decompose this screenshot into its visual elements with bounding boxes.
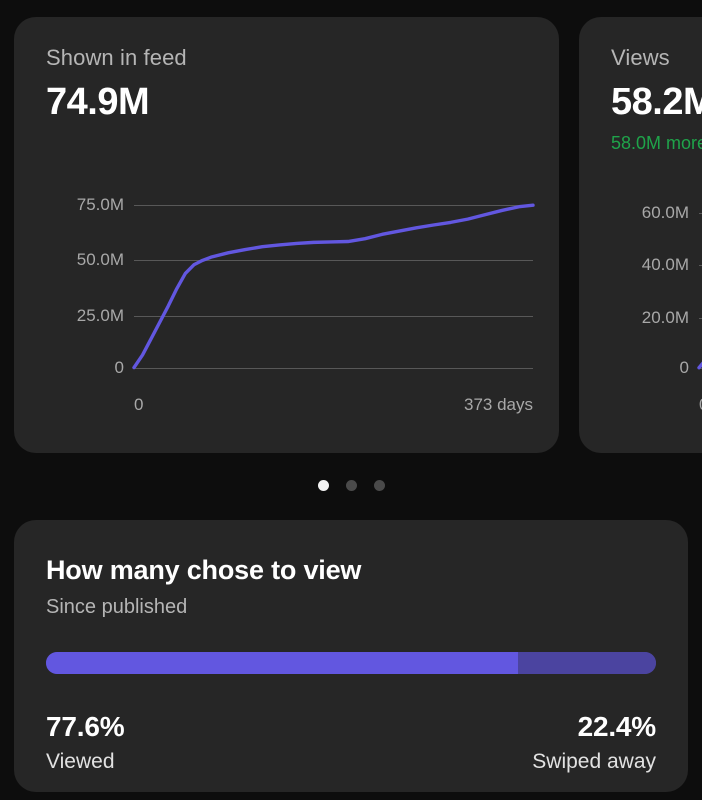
panel-subtitle: Since published — [46, 596, 188, 619]
card-value: 58.2M — [611, 81, 702, 124]
y-tick-label: 0 — [679, 358, 689, 377]
metrics-carousel[interactable]: Shown in feed 74.9M 75.0M 50.0M 25.0M 0 — [0, 17, 702, 453]
chart-line-path — [132, 203, 535, 370]
pager-dot-3[interactable] — [373, 480, 385, 491]
y-tick-label: 60.0M — [641, 203, 689, 222]
viewed-vs-swiped-bar — [46, 652, 656, 675]
x-tick-label-start: 0 — [134, 395, 144, 414]
chose-to-view-panel: How many chose to view Since published 7… — [14, 520, 688, 792]
chart-line-svg — [132, 203, 535, 370]
carousel-track[interactable]: Shown in feed 74.9M 75.0M 50.0M 25.0M 0 — [14, 17, 702, 453]
panel-title: How many chose to view — [46, 555, 362, 585]
chart-plot-area — [132, 203, 535, 385]
x-tick-label-start: 0 — [699, 395, 702, 415]
card-title: Views — [611, 45, 670, 70]
y-tick-label: 25.0M — [76, 306, 124, 325]
gridline — [699, 318, 702, 319]
chart-plot-area — [697, 205, 702, 385]
stat-value: 77.6% — [46, 711, 125, 743]
x-tick-label-end: 373 days — [464, 395, 533, 414]
stat-value: 22.4% — [577, 711, 657, 743]
gridline — [699, 213, 702, 214]
card-title: Shown in feed — [46, 45, 187, 70]
panel-stats: 77.6% Viewed 22.4% Swiped away — [46, 711, 656, 773]
metric-card-shown-in-feed[interactable]: Shown in feed 74.9M 75.0M 50.0M 25.0M 0 — [14, 17, 559, 453]
y-tick-label: 40.0M — [641, 255, 689, 274]
x-axis-labels: 0 373 days — [134, 395, 533, 415]
y-axis-labels: 75.0M 50.0M 25.0M 0 — [14, 195, 559, 385]
chart-views: 60.0M 40.0M 20.0M 0 — [579, 203, 702, 435]
y-tick-label: 0 — [114, 358, 124, 377]
bar-segment-swiped-away — [519, 652, 656, 675]
y-tick-label: 50.0M — [76, 250, 124, 269]
x-axis-labels: 0 373 days — [699, 395, 702, 415]
pager-dot-2[interactable] — [345, 480, 357, 491]
gridline — [699, 265, 702, 266]
card-value: 74.9M — [46, 81, 150, 124]
y-axis-labels: 60.0M 40.0M 20.0M 0 — [579, 203, 702, 385]
stat-swiped-away: 22.4% Swiped away — [532, 711, 656, 773]
stat-label: Viewed — [46, 749, 115, 773]
y-tick-label: 20.0M — [641, 308, 689, 327]
gridline — [134, 316, 533, 317]
bar-segment-viewed — [46, 652, 518, 675]
card-delta-positive: 58.0M more — [611, 133, 702, 154]
y-tick-label: 75.0M — [76, 195, 124, 214]
gridline — [134, 368, 533, 369]
gridline — [134, 260, 533, 261]
stat-viewed: 77.6% Viewed — [46, 711, 125, 773]
metric-card-views[interactable]: Views 58.2M 58.0M more 60.0M 40.0M 20.0M… — [579, 17, 702, 453]
carousel-pager[interactable] — [0, 480, 702, 491]
gridline — [134, 205, 533, 206]
chart-shown-in-feed: 75.0M 50.0M 25.0M 0 — [14, 195, 559, 435]
pager-dot-1[interactable] — [317, 480, 329, 491]
stat-label: Swiped away — [532, 749, 656, 773]
